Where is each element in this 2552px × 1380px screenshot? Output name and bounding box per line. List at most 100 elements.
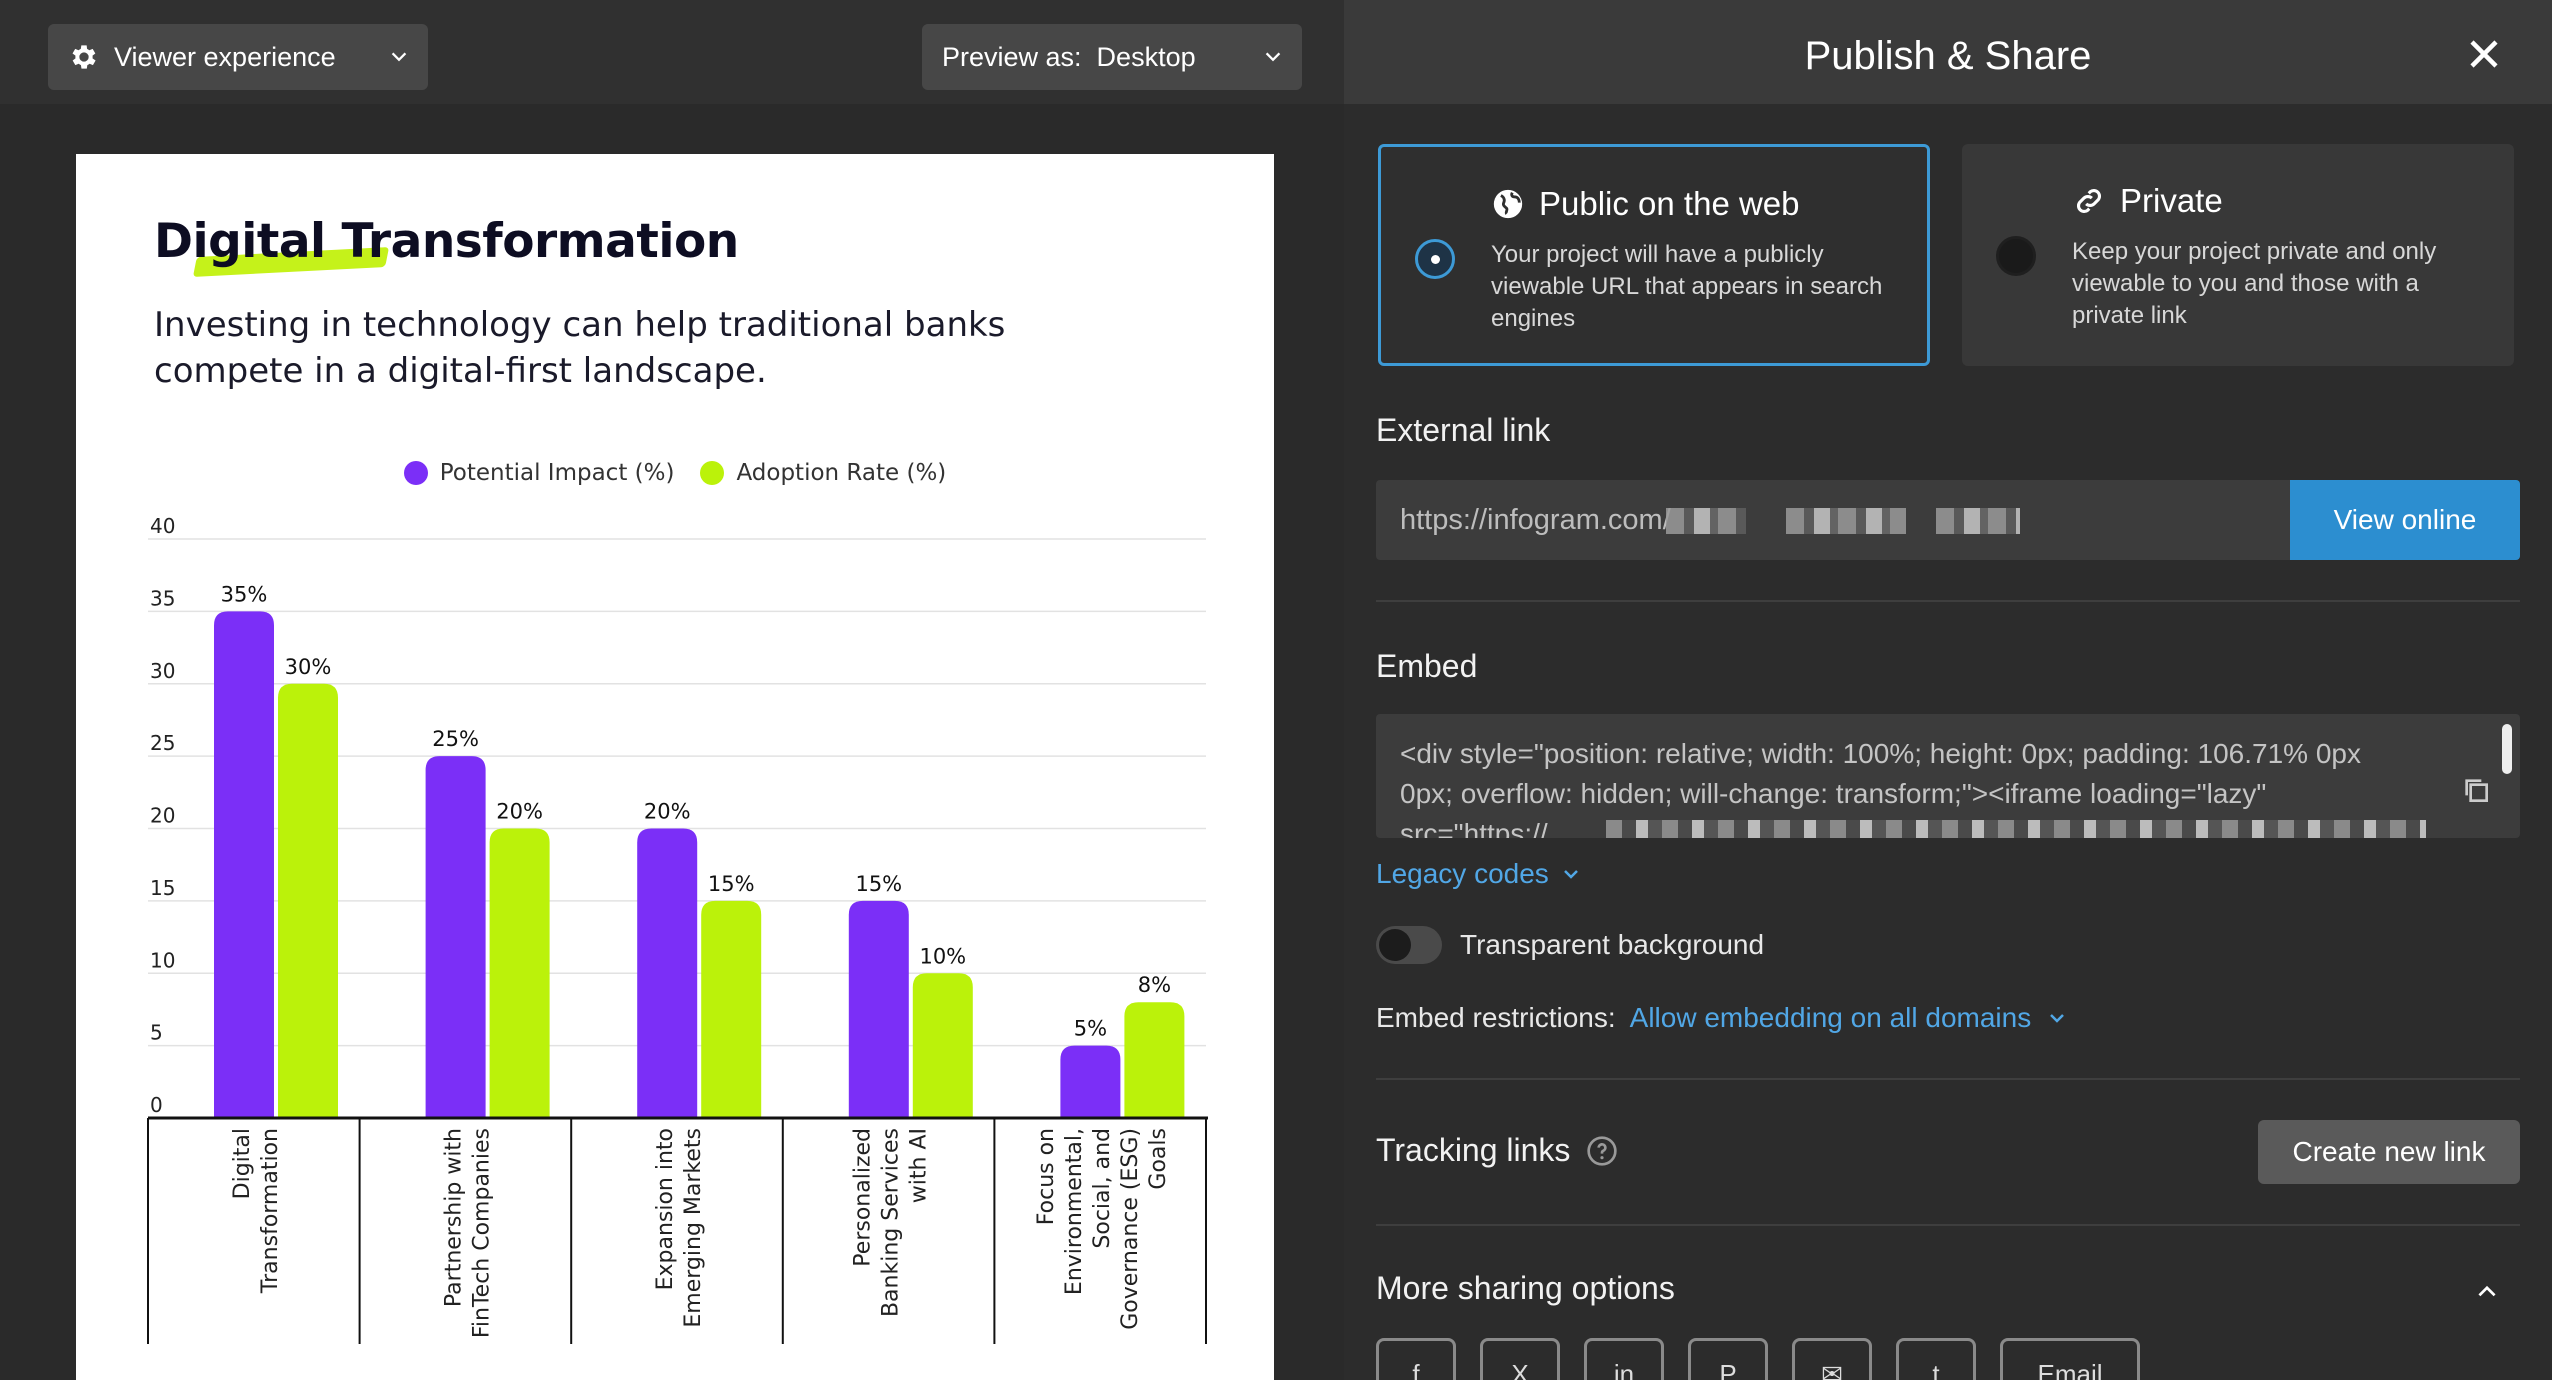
more-sharing-heading: More sharing options — [1376, 1270, 1675, 1306]
y-tick-label: 0 — [150, 1093, 163, 1117]
public-radio[interactable] — [1415, 239, 1455, 279]
x-tick-label: Partnership with — [441, 1128, 466, 1307]
external-link-field[interactable]: https://infogram.com/ View online — [1376, 480, 2520, 560]
preview-as-label: Preview as: Desktop — [942, 41, 1196, 72]
embed-code-text[interactable]: <div style="position: relative; width: 1… — [1400, 738, 2361, 838]
bar — [278, 683, 338, 1118]
redacted-text — [1786, 508, 1906, 534]
transparent-background-row: Transparent background — [1376, 926, 1764, 964]
linkedin-share-button[interactable]: in — [1584, 1338, 1664, 1380]
bar — [848, 900, 909, 1118]
y-tick-label: 15 — [150, 876, 175, 900]
data-label: 25% — [432, 727, 479, 751]
tracking-links-heading: Tracking links — [1376, 1132, 1571, 1168]
redacted-text — [1666, 508, 1746, 534]
transparent-background-label: Transparent background — [1460, 929, 1765, 960]
public-title-text: Public on the web — [1539, 185, 1800, 222]
external-link-url[interactable]: https://infogram.com/ — [1400, 504, 1671, 536]
x-tick-label: Governance (ESG) — [1118, 1128, 1143, 1330]
x-tick-label: Digital — [230, 1128, 255, 1199]
bar — [425, 756, 486, 1118]
chart-legend: Potential Impact (%) Adoption Rate (%) — [76, 460, 1274, 486]
preview-toolbar: Viewer experience Preview as: Desktop — [0, 0, 1344, 104]
bar — [1060, 1045, 1121, 1118]
y-tick-label: 40 — [150, 514, 175, 538]
gear-icon — [72, 45, 96, 69]
x-tick-label: Focus on — [1034, 1128, 1059, 1225]
data-label: 20% — [644, 800, 691, 824]
divider — [1376, 1078, 2520, 1080]
embed-heading: Embed — [1376, 648, 1478, 684]
x-tick-label: Social, and — [1090, 1128, 1115, 1249]
chevron-down-icon[interactable] — [2045, 1006, 2069, 1030]
viewer-experience-dropdown[interactable]: Viewer experience — [48, 24, 428, 90]
viewer-experience-label: Viewer experience — [114, 41, 336, 72]
copy-icon[interactable] — [2460, 774, 2492, 806]
y-tick-label: 10 — [150, 948, 175, 972]
chevron-down-icon — [1265, 52, 1281, 62]
x-share-button[interactable]: X — [1480, 1338, 1560, 1380]
legend-item-adoption-rate: Adoption Rate (%) — [700, 460, 946, 486]
y-tick-label: 20 — [150, 804, 175, 828]
x-tick-label: FinTech Companies — [469, 1128, 494, 1338]
preview-as-dropdown[interactable]: Preview as: Desktop — [922, 24, 1302, 90]
preview-area: Viewer experience Preview as: Desktop Di… — [0, 0, 1344, 1380]
view-online-button[interactable]: View online — [2290, 480, 2520, 560]
embed-restrictions-label: Embed restrictions: — [1376, 1002, 1616, 1033]
legend-item-potential-impact: Potential Impact (%) — [403, 460, 675, 486]
facebook-share-button[interactable]: f — [1376, 1338, 1456, 1380]
publish-panel: Publish & Share Public on the web Your p… — [1344, 0, 2552, 1380]
x-tick-label: with AI — [907, 1128, 932, 1203]
private-option-title: Private — [2072, 182, 2223, 220]
x-tick-label: Banking Services — [879, 1128, 904, 1317]
private-title-text: Private — [2120, 182, 2223, 219]
legend-label: Potential Impact (%) — [439, 460, 675, 486]
embed-restrictions-dropdown[interactable]: Allow embedding on all domains — [1629, 1002, 2032, 1033]
data-label: 15% — [708, 872, 755, 896]
x-tick-label: Goals — [1146, 1128, 1171, 1190]
close-icon[interactable] — [2466, 36, 2502, 72]
pinterest-share-button[interactable]: P — [1688, 1338, 1768, 1380]
chevron-up-icon[interactable] — [2474, 1278, 2500, 1304]
help-icon[interactable] — [1586, 1135, 1618, 1167]
chevron-down-icon — [391, 52, 407, 62]
bar — [1124, 1002, 1185, 1118]
scrollbar-thumb[interactable] — [2502, 724, 2512, 774]
bar — [489, 828, 550, 1118]
panel-title: Publish & Share — [1804, 34, 2092, 78]
legend-swatch — [403, 461, 428, 485]
data-label: 15% — [855, 872, 902, 896]
tracking-links-row: Tracking links — [1376, 1132, 1618, 1169]
legacy-codes-link[interactable]: Legacy codes — [1376, 858, 1583, 890]
bar — [912, 973, 973, 1118]
data-label: 10% — [919, 944, 966, 968]
private-option-description: Keep your project private and only viewa… — [2072, 238, 2437, 329]
transparent-background-toggle[interactable] — [1376, 926, 1442, 964]
tumblr-share-button[interactable]: t — [1896, 1338, 1976, 1380]
embed-restrictions-row: Embed restrictions: Allow embedding on a… — [1376, 1002, 2069, 1034]
infographic-title: Digital Transformation — [154, 214, 739, 269]
redacted-text — [1606, 820, 2426, 838]
legacy-codes-label: Legacy codes — [1376, 858, 1549, 889]
private-radio[interactable] — [1996, 236, 2036, 276]
data-label: 35% — [221, 582, 268, 606]
divider — [1376, 1224, 2520, 1226]
embed-code-box[interactable]: <div style="position: relative; width: 1… — [1376, 714, 2520, 838]
legend-swatch — [700, 461, 725, 485]
external-link-heading: External link — [1376, 412, 1551, 448]
private-option[interactable]: Private Keep your project private and on… — [1962, 144, 2514, 366]
x-tick-label: Emerging Markets — [681, 1128, 706, 1328]
panel-header: Publish & Share — [1344, 0, 2552, 104]
email-share-button[interactable]: Email — [2000, 1338, 2140, 1380]
share-buttons-row: f X in P ✉ t Email — [1376, 1338, 2140, 1380]
message-share-button[interactable]: ✉ — [1792, 1338, 1872, 1380]
y-tick-label: 30 — [150, 659, 175, 683]
public-option-description: Your project will have a publicly viewab… — [1491, 241, 1883, 332]
public-on-web-option[interactable]: Public on the web Your project will have… — [1378, 144, 1930, 366]
data-label: 5% — [1074, 1017, 1107, 1041]
y-tick-label: 35 — [150, 586, 175, 610]
redacted-text — [1936, 508, 2020, 534]
data-label: 20% — [496, 800, 543, 824]
divider — [1376, 600, 2520, 602]
create-new-link-button[interactable]: Create new link — [2258, 1120, 2520, 1184]
